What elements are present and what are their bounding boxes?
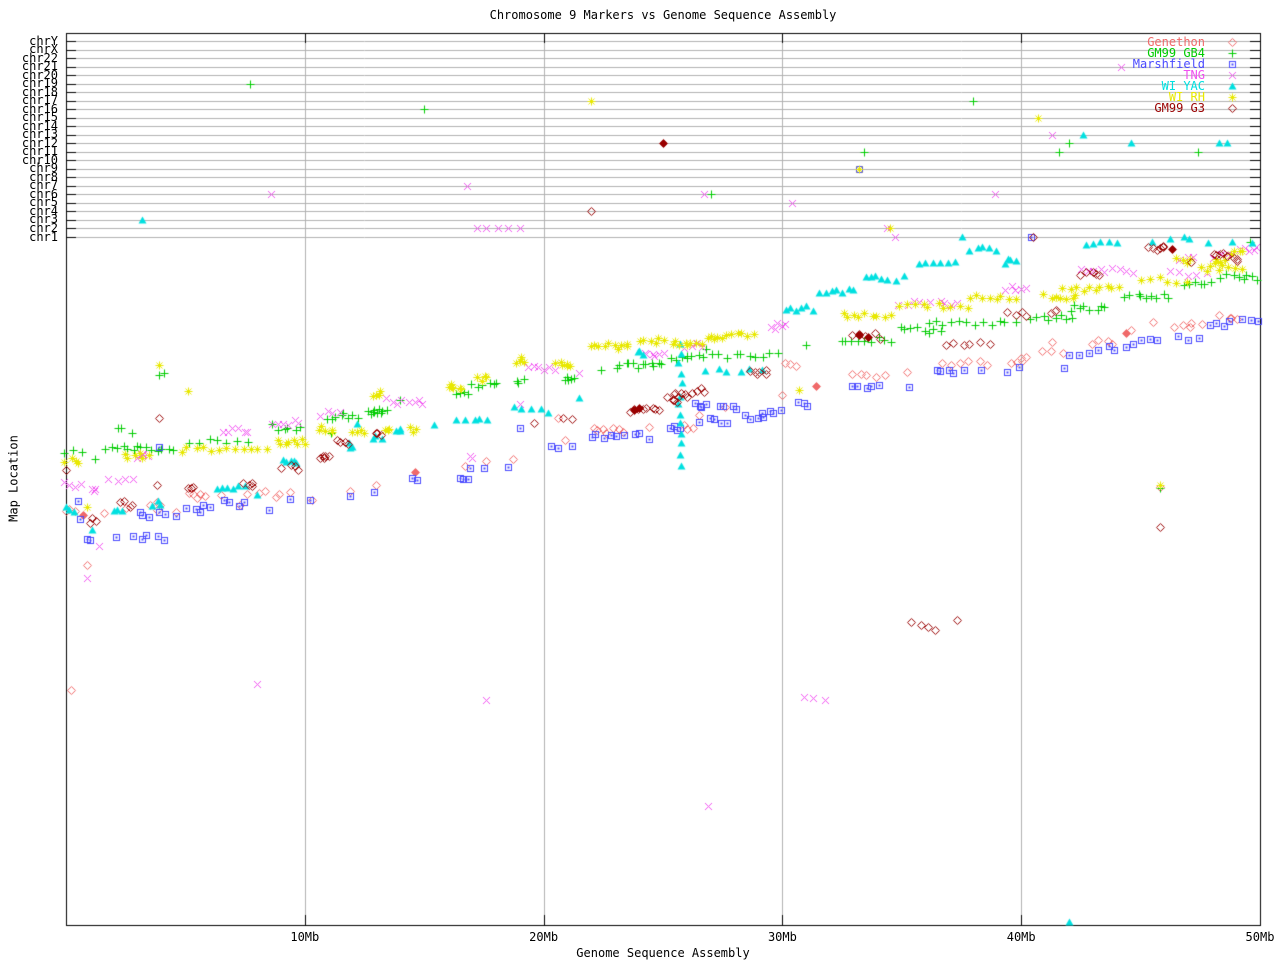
legend-label-wi-rh: WI RH [1168,89,1205,104]
row-label-chr10: chr10 [21,152,58,167]
legend-label-gm99-g3: GM99 G3 [1154,100,1205,115]
row-label-chrX: chrX [29,42,58,57]
row-label-chr9: chr9 [29,161,58,176]
row-label-chr8: chr8 [29,169,58,184]
legend-label-wi-yac: WI YAC [1161,78,1205,93]
row-label-chr20: chr20 [21,67,58,82]
row-label-chr11: chr11 [21,144,58,159]
row-label-chr1: chr1 [29,229,58,244]
row-label-chr4: chr4 [29,203,58,218]
row-label-chr7: chr7 [29,178,58,193]
row-label-chr12: chr12 [21,135,58,150]
row-label-chr15: chr15 [21,110,58,125]
row-label-chr19: chr19 [21,76,58,91]
row-label-chr18: chr18 [21,84,58,99]
row-label-chr6: chr6 [29,186,58,201]
x-tick-label-50Mb: 50Mb [1245,930,1275,944]
row-label-chr22: chr22 [21,50,58,65]
x-tick-label-40Mb: 40Mb [1006,930,1036,944]
row-label-chr13: chr13 [21,127,58,142]
legend-label-marshfield: Marshfield [1132,56,1205,71]
x-tick-label-20Mb: 20Mb [529,930,559,944]
row-label-chr2: chr2 [29,220,58,235]
row-label-chr17: chr17 [21,93,58,108]
x-tick-label-30Mb: 30Mb [767,930,797,944]
y-axis-label: Map Location [6,435,21,522]
legend-label-gm99-gb4: GM99 GB4 [1147,45,1205,60]
legend-label-tng: TNG [1183,67,1205,82]
row-label-chr16: chr16 [21,101,58,116]
row-label-chr14: chr14 [21,118,58,133]
legend-label-genethon: Genethon [1147,34,1205,49]
row-label-chrY: chrY [29,33,58,48]
row-label-chr21: chr21 [21,59,58,74]
row-label-chr3: chr3 [29,212,58,227]
row-label-chr5: chr5 [29,195,58,210]
chart-title: Chromosome 9 Markers vs Genome Sequence … [489,8,837,22]
x-axis-label: Genome Sequence Assembly [576,946,750,960]
x-tick-label-10Mb: 10Mb [290,930,320,944]
